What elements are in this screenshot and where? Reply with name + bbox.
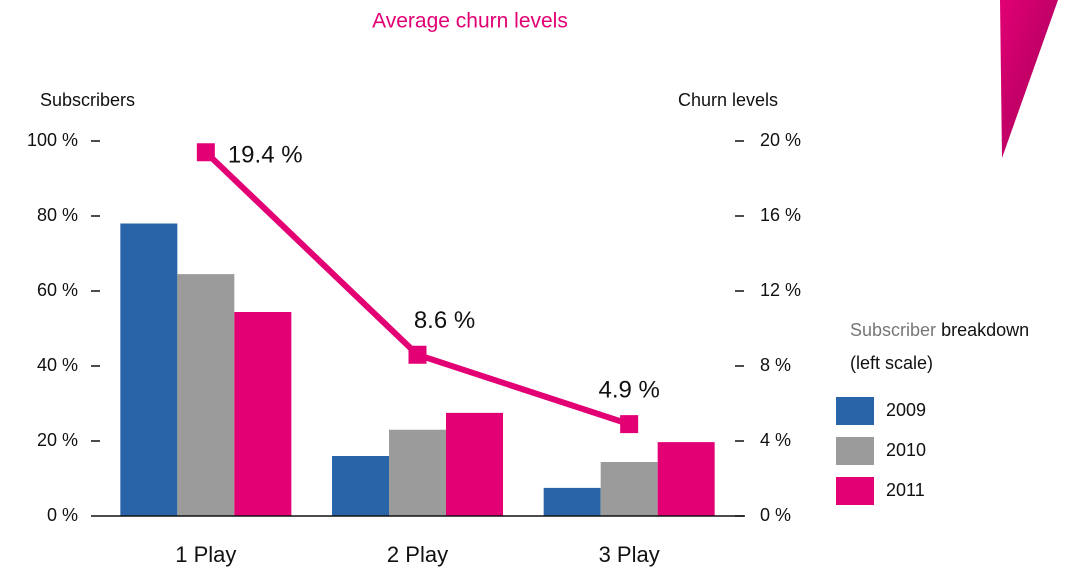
line-marker xyxy=(196,143,215,162)
bar xyxy=(120,223,178,516)
y2-tick-label: 0 % xyxy=(760,505,791,525)
y-tick-label: 80 % xyxy=(37,205,78,225)
x-tick-label: 1 Play xyxy=(175,542,236,567)
data-label: 4.9 % xyxy=(598,376,659,403)
bar xyxy=(543,487,601,516)
y-tick-label: 40 % xyxy=(37,355,78,375)
legend-label: 2010 xyxy=(886,440,926,460)
bar xyxy=(234,312,292,516)
bar xyxy=(657,442,715,516)
line-marker xyxy=(408,345,427,364)
x-tick-label: 3 Play xyxy=(599,542,660,567)
bar xyxy=(600,462,658,516)
y-tick-label: 20 % xyxy=(37,430,78,450)
y2-axis-label: Churn levels xyxy=(678,90,778,110)
legend-title-part: Subscriber xyxy=(850,320,936,340)
y2-tick-label: 12 % xyxy=(760,280,801,300)
legend-label: 2009 xyxy=(886,400,926,420)
y2-tick-label: 4 % xyxy=(760,430,791,450)
bar xyxy=(446,412,503,516)
legend-swatch xyxy=(836,477,874,505)
y2-tick-label: 8 % xyxy=(760,355,791,375)
brand-shape xyxy=(1000,0,1058,158)
data-label: 8.6 % xyxy=(414,307,475,334)
legend-swatch xyxy=(836,437,874,465)
legend-swatch xyxy=(836,397,874,425)
legend-title-part: breakdown xyxy=(941,320,1029,340)
data-label: 19.4 % xyxy=(228,142,303,169)
y2-tick-label: 20 % xyxy=(760,130,801,150)
y-axis-label: Subscribers xyxy=(40,90,135,110)
legend-label: 2011 xyxy=(886,480,925,500)
y2-tick-label: 16 % xyxy=(760,205,801,225)
legend-title: Subscriber breakdown xyxy=(850,320,1029,340)
y-tick-label: 0 % xyxy=(47,505,78,525)
line-marker xyxy=(620,415,639,434)
y-tick-label: 100 % xyxy=(27,130,78,150)
y-tick-label: 60 % xyxy=(37,280,78,300)
bar xyxy=(177,274,235,516)
x-tick-label: 2 Play xyxy=(387,542,448,567)
bar xyxy=(389,429,446,516)
chart-title: Average churn levels xyxy=(372,10,568,33)
legend-title: (left scale) xyxy=(850,353,933,373)
bar xyxy=(332,456,389,516)
